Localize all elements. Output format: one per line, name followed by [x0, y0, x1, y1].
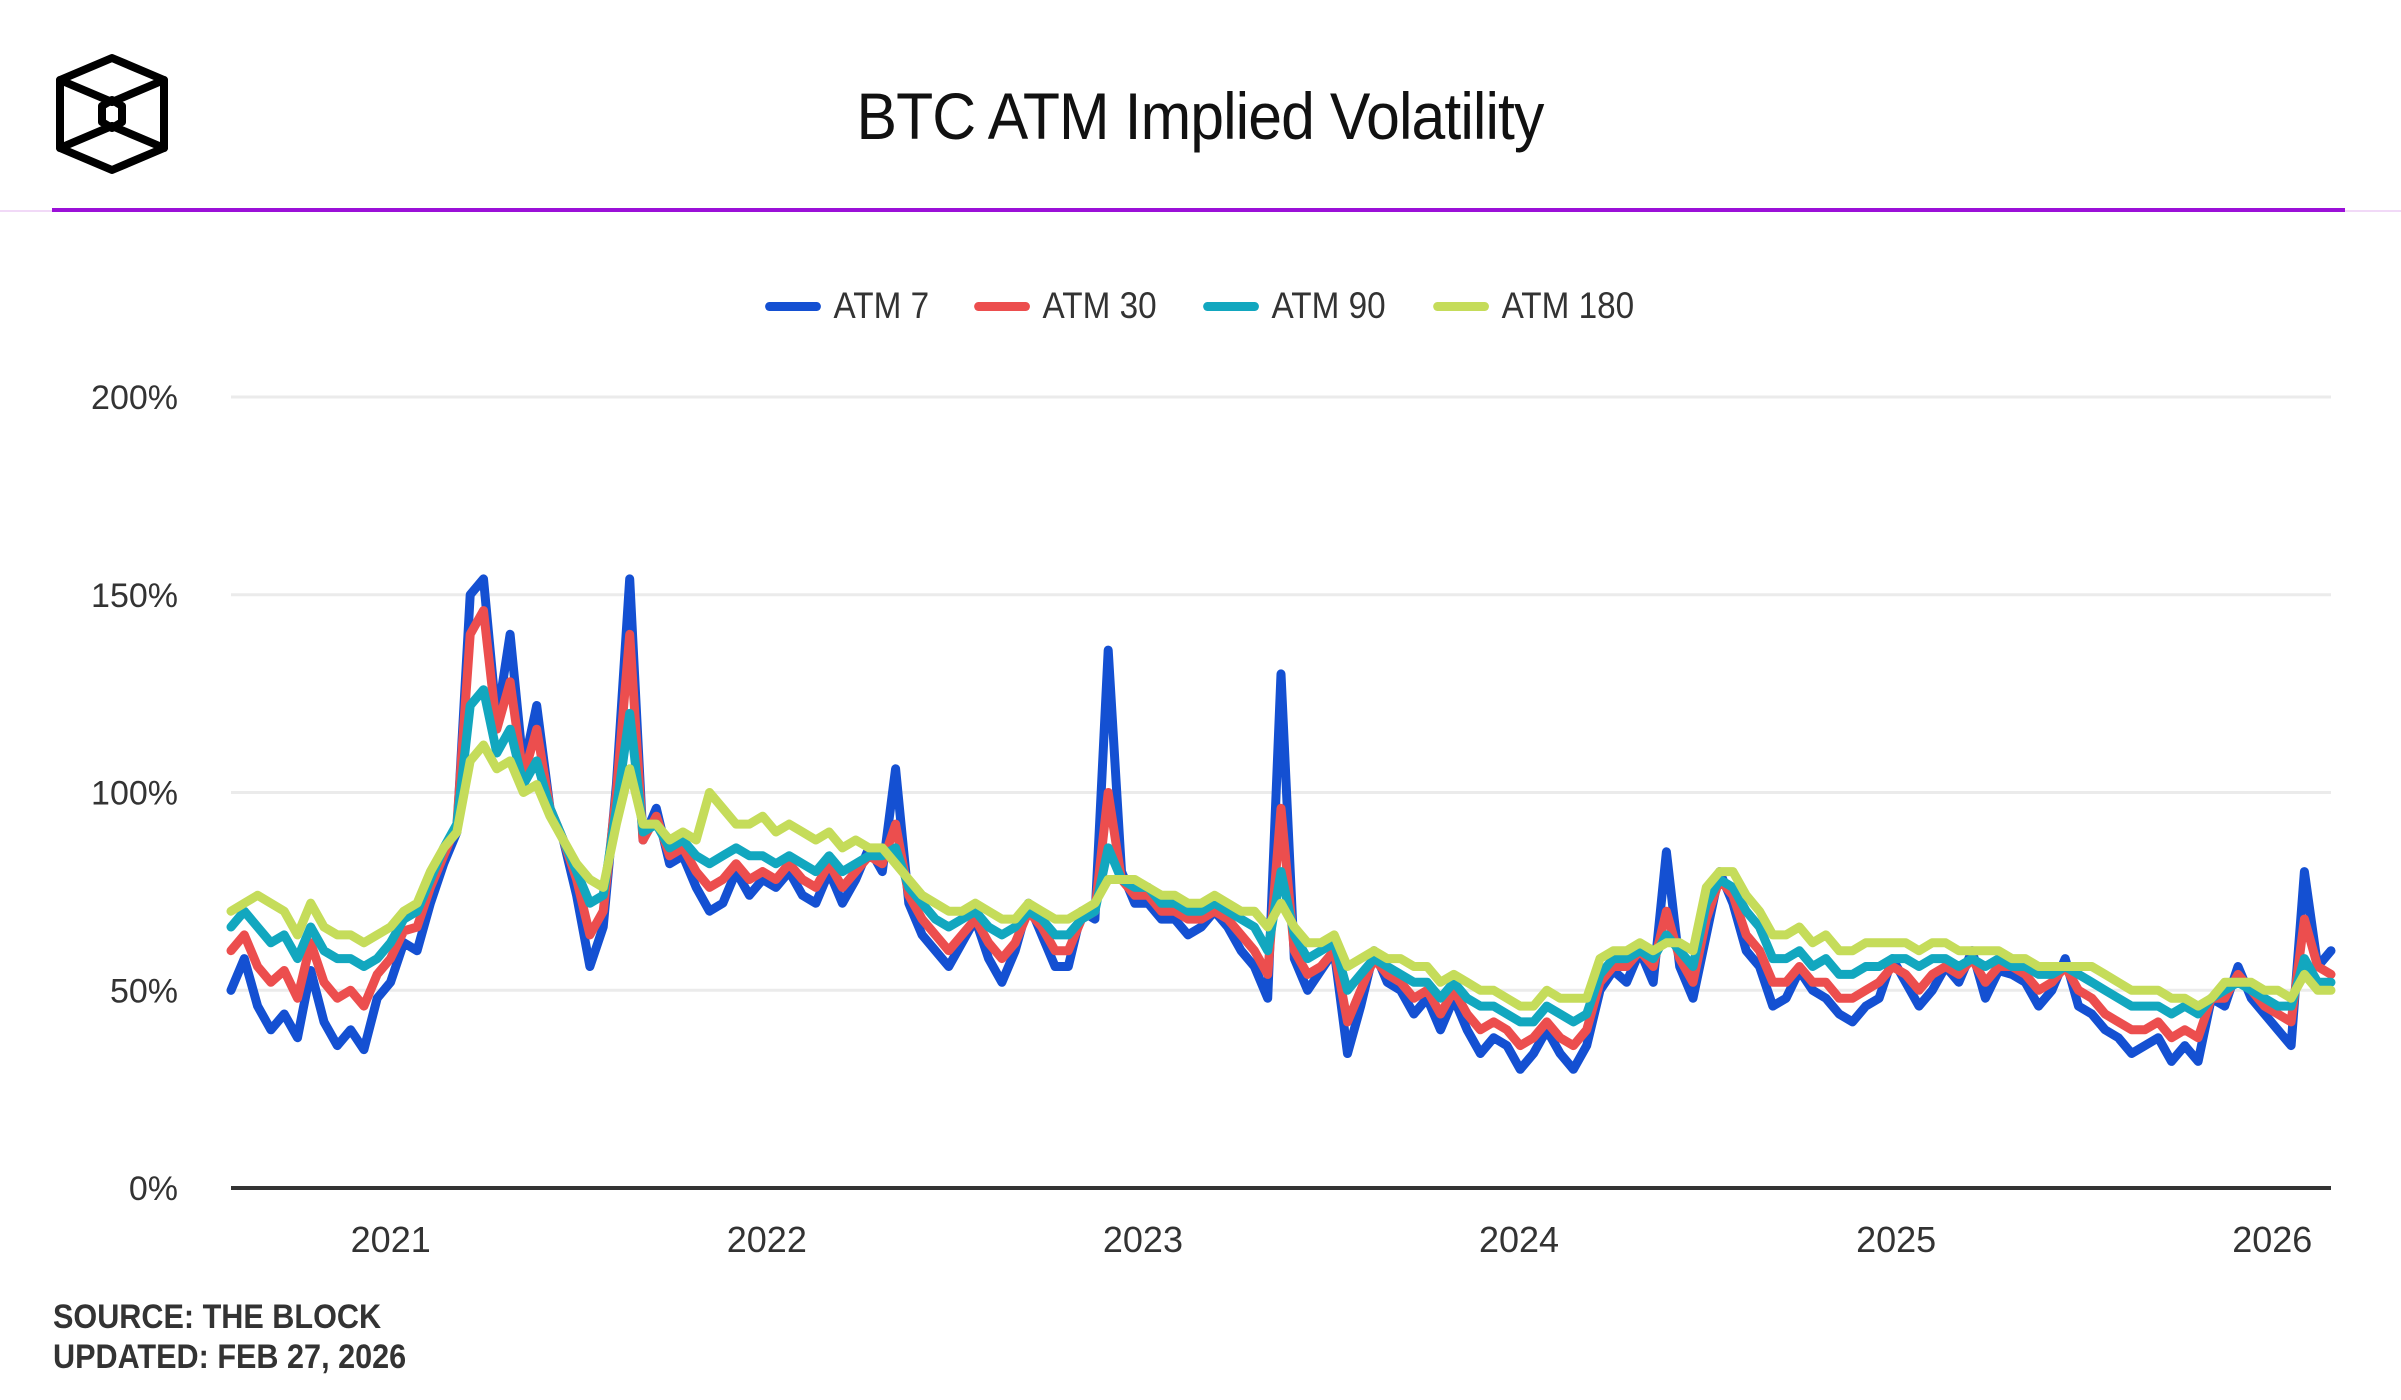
y-tick-label: 150% — [91, 577, 178, 615]
legend-item-atm30[interactable]: ATM 30 — [974, 285, 1157, 327]
x-tick-label: 2026 — [2232, 1219, 2312, 1260]
legend-label-atm90: ATM 90 — [1271, 285, 1386, 326]
y-tick-label: 50% — [110, 972, 178, 1010]
legend-swatch-atm7 — [765, 301, 821, 311]
header: BTC ATM Implied Volatility — [0, 0, 2401, 210]
chart-title: BTC ATM Implied Volatility — [856, 79, 1545, 153]
chart-footer: SOURCE: THE BLOCK UPDATED: FEB 27, 2026 — [53, 1297, 406, 1377]
x-tick-label: 2022 — [727, 1219, 807, 1260]
legend-label-atm180: ATM 180 — [1501, 285, 1634, 326]
x-tick-label: 2023 — [1103, 1219, 1183, 1260]
y-tick-label: 100% — [91, 775, 178, 813]
chart-legend: ATM 7 ATM 30 ATM 90 ATM 180 — [0, 285, 2401, 327]
x-tick-label: 2025 — [1856, 1219, 1936, 1260]
y-axis-ticks: 0% 50% 100% 150% 200% — [91, 379, 178, 1208]
the-block-logo-icon — [56, 54, 168, 174]
legend-label-atm30: ATM 30 — [1042, 285, 1157, 326]
series-line-atm90 — [226, 685, 2336, 1027]
series-line-atm30 — [226, 606, 2336, 1051]
legend-item-atm7[interactable]: ATM 7 — [765, 285, 929, 327]
legend-swatch-atm30 — [974, 301, 1031, 311]
series-lines — [226, 574, 2336, 1074]
x-tick-label: 2021 — [351, 1219, 431, 1260]
y-tick-label: 0% — [129, 1170, 178, 1208]
x-axis-ticks: 2021 2022 2023 2024 2025 2026 — [351, 1219, 2313, 1260]
header-accent-rule — [52, 208, 2345, 212]
legend-swatch-atm90 — [1203, 301, 1259, 311]
legend-label-atm7: ATM 7 — [833, 285, 930, 326]
legend-item-atm90[interactable]: ATM 90 — [1203, 285, 1386, 327]
y-tick-label: 200% — [91, 379, 178, 417]
gridlines — [231, 395, 2331, 992]
updated-note: UPDATED: FEB 27, 2026 — [53, 1338, 407, 1376]
series-line-atm180 — [226, 740, 2336, 1011]
legend-item-atm180[interactable]: ATM 180 — [1432, 285, 1634, 327]
legend-swatch-atm180 — [1432, 301, 1489, 311]
source-note: SOURCE: THE BLOCK — [53, 1298, 382, 1336]
x-tick-label: 2024 — [1479, 1219, 1559, 1260]
